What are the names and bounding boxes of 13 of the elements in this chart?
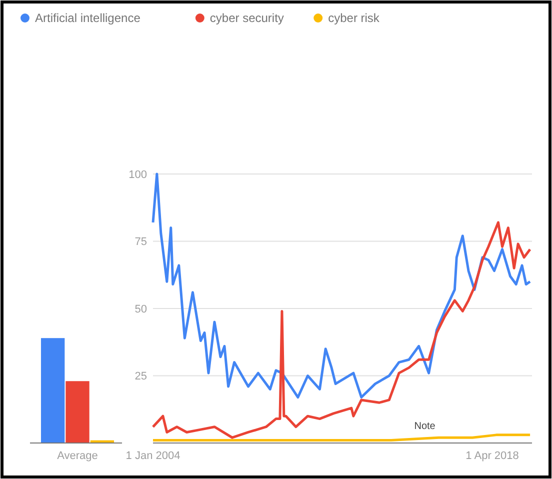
line-series bbox=[152, 172, 532, 399]
y-tick-label: 25 bbox=[134, 370, 147, 383]
x-tick-label: 1 Jan 2004 bbox=[126, 450, 180, 462]
x-tick-label: Average bbox=[57, 450, 98, 462]
legend-label: Artificial intelligence bbox=[35, 11, 141, 26]
legend-label: cyber security bbox=[210, 11, 284, 26]
legend-label: cyber risk bbox=[328, 11, 380, 26]
x-tick-label: 1 Apr 2018 bbox=[466, 450, 519, 462]
line-series bbox=[152, 221, 532, 439]
y-tick-label: 75 bbox=[134, 236, 147, 248]
y-tick-label: 100 bbox=[128, 168, 147, 181]
annotation: Note bbox=[414, 420, 436, 432]
y-tick-label: 50 bbox=[134, 303, 147, 316]
